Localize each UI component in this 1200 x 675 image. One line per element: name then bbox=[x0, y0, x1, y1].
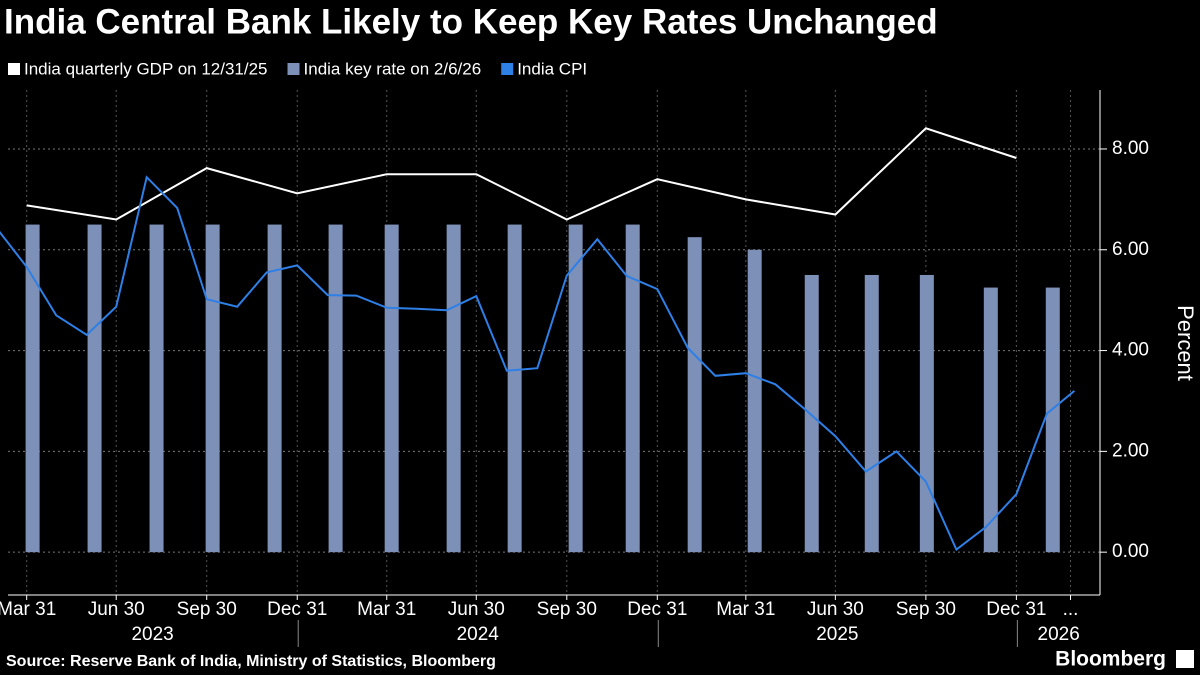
line bbox=[0, 175, 1076, 552]
bar bbox=[747, 249, 762, 553]
legend-label: India quarterly GDP on 12/31/25 bbox=[24, 59, 268, 78]
x-tick-label: Jun 30 bbox=[88, 599, 145, 620]
x-tick-label: Sep 30 bbox=[177, 599, 237, 620]
x-tick-label: Dec 31 bbox=[267, 599, 327, 620]
y-axis-label: Percent bbox=[1173, 305, 1198, 381]
line bbox=[26, 127, 1017, 221]
x-tick-label: Sep 30 bbox=[896, 599, 956, 620]
brand: Bloomberg bbox=[1055, 648, 1166, 671]
y-tick-label: 0.00 bbox=[1112, 541, 1149, 562]
bar bbox=[328, 224, 343, 553]
year-label: 2026 bbox=[1038, 624, 1080, 645]
x-tick-label: Sep 30 bbox=[537, 599, 597, 620]
bar bbox=[205, 224, 220, 553]
bar bbox=[1045, 287, 1060, 553]
bar bbox=[568, 224, 583, 553]
bar bbox=[625, 224, 640, 553]
y-tick-label: 4.00 bbox=[1112, 340, 1149, 361]
bar bbox=[384, 224, 399, 553]
x-tick-label: Mar 31 bbox=[0, 599, 56, 620]
bar bbox=[446, 224, 461, 553]
brand-icon bbox=[1176, 650, 1194, 668]
y-tick-label: 8.00 bbox=[1112, 138, 1149, 159]
bar bbox=[919, 274, 934, 553]
bar bbox=[507, 224, 522, 553]
x-tick-label: Mar 31 bbox=[716, 599, 775, 620]
year-label: 2025 bbox=[816, 624, 858, 645]
year-label: 2024 bbox=[457, 624, 500, 645]
y-tick-label: 2.00 bbox=[1112, 440, 1149, 461]
x-tick-label: ... bbox=[1063, 599, 1079, 620]
source: Source: Reserve Bank of India, Ministry … bbox=[6, 653, 496, 670]
x-tick-label: Dec 31 bbox=[986, 599, 1046, 620]
year-label: 2023 bbox=[131, 624, 173, 645]
bar bbox=[687, 237, 702, 553]
legend-swatch bbox=[287, 63, 300, 75]
bar bbox=[25, 224, 40, 553]
x-tick-label: Dec 31 bbox=[627, 599, 687, 620]
bar bbox=[864, 274, 879, 553]
legend-swatch bbox=[501, 63, 514, 75]
legend-label: India CPI bbox=[517, 59, 587, 78]
bar bbox=[267, 224, 282, 553]
bar bbox=[804, 274, 819, 553]
x-tick-label: Mar 31 bbox=[357, 599, 416, 620]
x-tick-label: Jun 30 bbox=[807, 599, 864, 620]
legend-label: India key rate on 2/6/26 bbox=[304, 59, 482, 78]
legend-swatch bbox=[8, 63, 20, 75]
x-tick-label: Jun 30 bbox=[448, 599, 505, 620]
chart-title: India Central Bank Likely to Keep Key Ra… bbox=[4, 2, 938, 41]
bar bbox=[87, 224, 102, 553]
bar bbox=[983, 287, 998, 553]
y-tick-label: 6.00 bbox=[1112, 239, 1149, 260]
bar bbox=[149, 224, 164, 553]
